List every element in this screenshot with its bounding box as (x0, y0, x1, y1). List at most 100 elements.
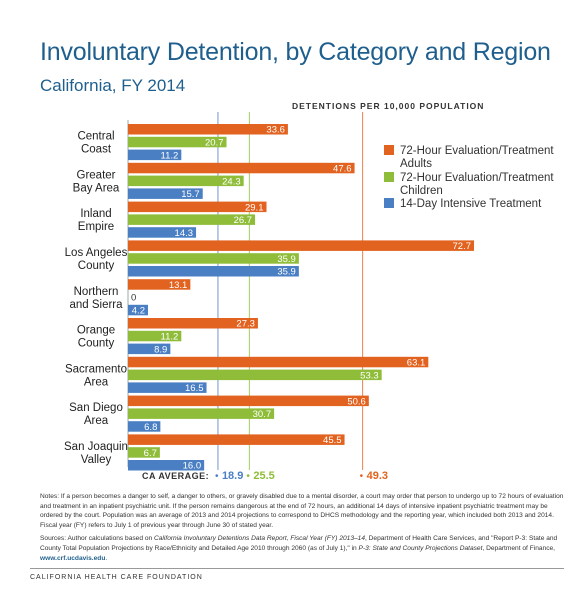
category-label: Los Angeles (65, 247, 128, 259)
bar-value-label: 4.2 (132, 306, 145, 317)
ca-average-label: CA AVERAGE: (142, 471, 209, 481)
average-value-intensive: 18.9 (222, 470, 243, 482)
bar-children (128, 214, 256, 225)
average-dot-adults: • (360, 471, 364, 482)
bar-value-label: 53.3 (360, 370, 379, 381)
category-label: Inland (80, 208, 111, 220)
bar-value-label: 8.9 (154, 344, 167, 355)
category-label: Northern (74, 286, 119, 298)
bar-adults (128, 279, 191, 290)
category-label: Area (84, 415, 109, 427)
bar-value-label: 24.3 (222, 176, 241, 187)
sources-title-1: California Involuntary Detentions Data R… (154, 535, 365, 543)
bar-value-label: 11.2 (161, 332, 179, 343)
bar-intensive (128, 343, 171, 355)
bar-value-label: 13.1 (169, 280, 188, 291)
sources-text: Sources: Author calculations based on Ca… (40, 534, 568, 563)
bar-children (128, 369, 382, 381)
notes-text: Notes: If a person becomes a danger to s… (40, 493, 564, 529)
category-label: County (78, 338, 115, 350)
bar-adults (128, 434, 345, 445)
bar-intensive (128, 421, 161, 432)
bar-children (128, 175, 244, 187)
bar-value-label: 15.7 (181, 189, 200, 200)
average-dot-children: • (246, 471, 250, 482)
bar-value-label: 63.1 (407, 358, 426, 369)
legend-label-intensive: 14-Day Intensive Treatment (400, 198, 542, 210)
legend-label-children: Children (400, 185, 443, 197)
bar-intensive (128, 266, 299, 277)
legend-label-adults: 72-Hour Evaluation/Treatment (400, 145, 554, 157)
bar-value-label: 35.9 (277, 254, 296, 265)
bar-value-label: 6.7 (144, 448, 157, 459)
category-label: Valley (81, 454, 112, 466)
category-label: Orange (77, 325, 115, 337)
bar-adults (128, 395, 369, 407)
bar-intensive (128, 304, 148, 316)
chart-title: Involuntary Detention, by Category and R… (40, 38, 551, 66)
notes-section: Notes: If a person becomes a danger to s… (40, 492, 568, 567)
bar-children (128, 330, 182, 342)
bar-intensive (128, 382, 207, 393)
bar-value-label: 16.0 (183, 461, 202, 472)
bar-value-label: 72.7 (453, 241, 472, 252)
legend-swatch-adults (384, 145, 394, 155)
bar-intensive (128, 460, 205, 471)
bar-value-label: 50.6 (347, 396, 366, 407)
average-dot-intensive: • (215, 471, 219, 482)
bar-value-label: 27.3 (236, 319, 255, 330)
category-label: and Sierra (69, 299, 123, 311)
sources-prefix: Sources: Author calculations based on (40, 535, 154, 543)
category-label: San Joaquin (64, 441, 128, 453)
bar-intensive (128, 149, 182, 161)
bar-adults (128, 124, 288, 135)
bar-value-label: 11.2 (161, 150, 179, 161)
legend-label-children: 72-Hour Evaluation/Treatment (400, 172, 554, 184)
bar-value-label: 20.7 (205, 138, 224, 149)
category-label: Coast (81, 144, 112, 156)
category-label: County (78, 260, 115, 272)
bar-value-label: 16.5 (185, 383, 204, 394)
bar-value-label: 35.9 (277, 267, 296, 278)
bar-value-label: 47.6 (333, 164, 352, 175)
sources-end: . (105, 554, 108, 562)
footer-divider (30, 568, 564, 569)
bar-value-label: 26.7 (234, 215, 253, 226)
bar-value-label: 0 (131, 293, 136, 304)
category-label: Area (84, 376, 109, 388)
legend-swatch-intensive (384, 198, 394, 208)
bar-value-label: 14.3 (175, 228, 194, 239)
sources-title-2: P-3: State and County Projections Datase… (358, 544, 483, 552)
bar-value-label: 45.5 (323, 435, 342, 446)
units-label: DETENTIONS PER 10,000 POPULATION (292, 101, 485, 111)
category-label: Central (77, 131, 114, 143)
bar-value-label: 30.7 (253, 409, 272, 420)
legend-label-adults: Adults (400, 158, 432, 170)
bar-intensive (128, 188, 203, 199)
bar-value-label: 33.6 (266, 125, 285, 136)
bar-children (128, 253, 299, 264)
sources-suffix: , Department of Finance, (482, 544, 556, 552)
category-label: Greater (77, 169, 116, 181)
footer-label: CALIFORNIA HEALTH CARE FOUNDATION (30, 574, 203, 581)
bar-adults (128, 201, 267, 213)
bar-children (128, 447, 160, 458)
bar-adults (128, 162, 355, 174)
chart-subtitle: California, FY 2014 (40, 76, 186, 95)
legend-swatch-children (384, 172, 394, 182)
bar-intensive (128, 227, 197, 238)
category-label: Sacramento (65, 363, 127, 375)
bar-children (128, 136, 227, 148)
average-value-children: 25.5 (253, 470, 274, 482)
category-label: Empire (78, 221, 114, 233)
bar-value-label: 29.1 (245, 202, 264, 213)
bar-adults (128, 240, 474, 251)
bar-value-label: 6.8 (144, 422, 157, 433)
category-label: Bay Area (73, 182, 120, 194)
bar-adults (128, 318, 258, 329)
bar-children (128, 408, 275, 419)
average-value-adults: 49.3 (367, 470, 388, 482)
sources-link[interactable]: www.crf.ucdavis.edu (40, 554, 106, 562)
bar-adults (128, 356, 429, 368)
